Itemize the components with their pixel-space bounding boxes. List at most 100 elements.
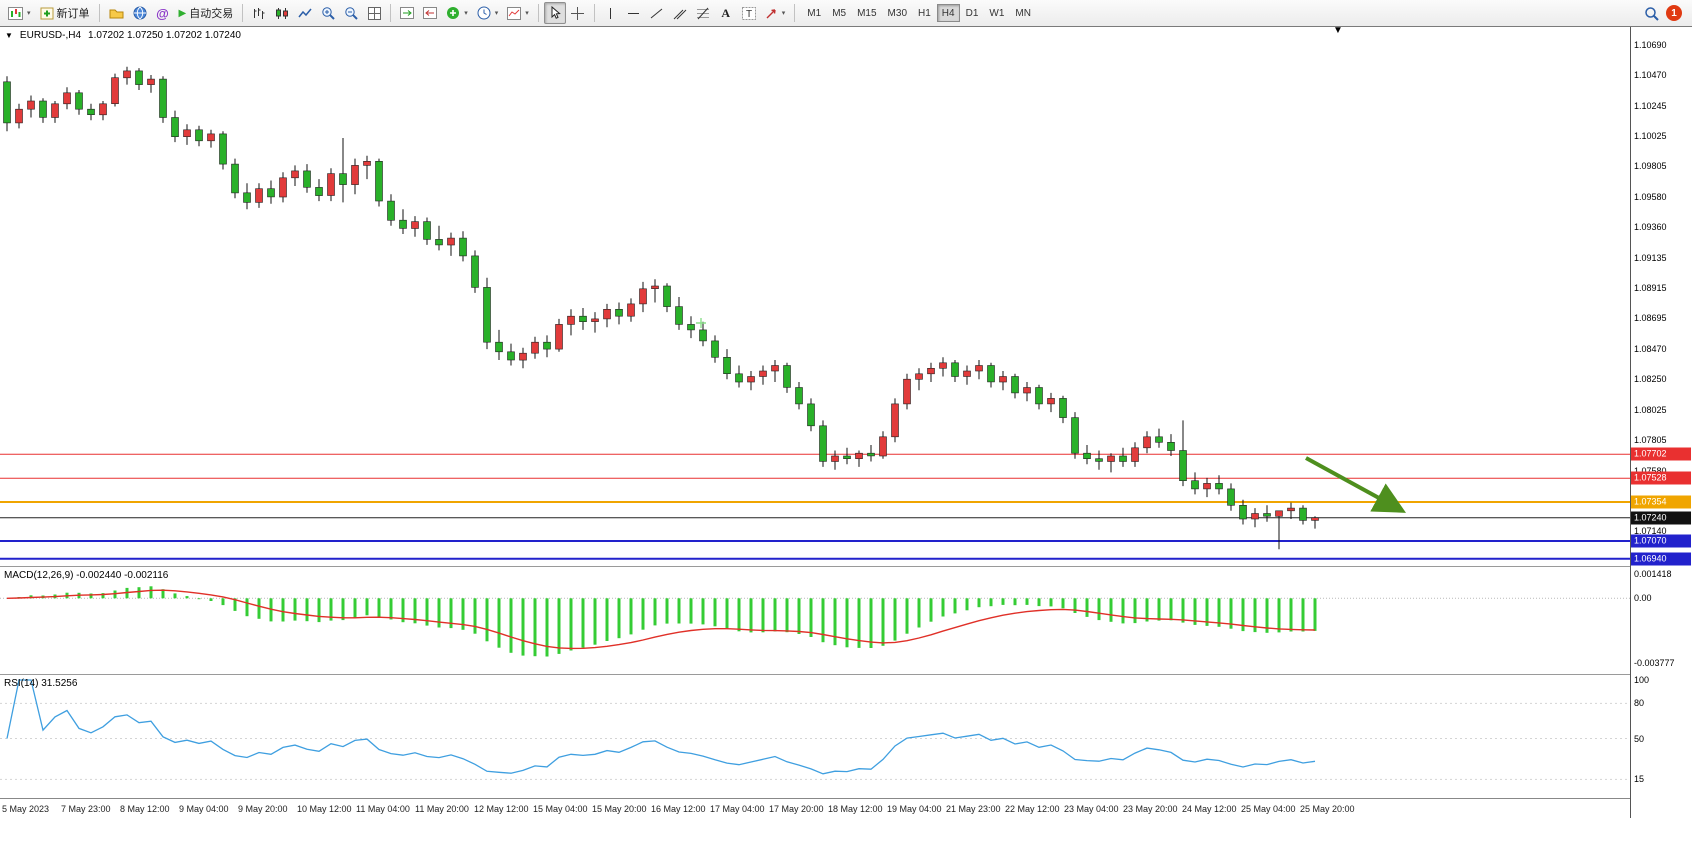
profiles-button[interactable] — [105, 2, 128, 24]
new-order-label: 新订单 — [56, 8, 90, 20]
rsi-panel[interactable]: RSI(14) 31.5256 — [0, 676, 1630, 799]
price-chart-panel[interactable]: ▼ EURUSD-,H4 1.07202 1.07250 1.07202 1.0… — [0, 27, 1630, 567]
time-axis[interactable]: 5 May 2023 7 May 23:00 8 May 12:00 9 May 04… — [0, 800, 1630, 818]
time-axis-label: 25 May 20:00 — [1300, 804, 1355, 814]
bar-chart-button[interactable] — [248, 2, 270, 24]
candlestick-chart-button[interactable] — [271, 2, 293, 24]
macd-panel[interactable]: MACD(12,26,9) -0.002440 -0.002116 — [0, 568, 1630, 675]
globe-icon — [133, 6, 147, 20]
time-axis-label: 22 May 12:00 — [1005, 804, 1060, 814]
toolbar-separator — [242, 4, 244, 22]
time-axis-label: 9 May 04:00 — [179, 804, 229, 814]
template-icon — [507, 6, 522, 20]
timeframe-m30-button[interactable]: M30 — [887, 7, 907, 19]
time-axis-label: 9 May 20:00 — [238, 804, 288, 814]
timeframe-mn-button[interactable]: MN — [1015, 7, 1031, 19]
time-axis-label: 12 May 12:00 — [474, 804, 529, 814]
line-chart-button[interactable] — [294, 2, 316, 24]
tile-windows-button[interactable] — [363, 2, 385, 24]
chart-shift-icon — [423, 7, 438, 19]
time-axis-label: 8 May 12:00 — [120, 804, 170, 814]
time-axis-label: 17 May 20:00 — [769, 804, 824, 814]
timeframe-m5-button[interactable]: M5 — [832, 7, 847, 19]
notification-badge[interactable]: 1 — [1666, 5, 1682, 21]
timeframe-w1-button[interactable]: W1 — [989, 7, 1005, 19]
time-axis-label: 15 May 04:00 — [533, 804, 588, 814]
new-order-button[interactable]: 新订单 — [36, 2, 94, 24]
indicators-button[interactable]: ▾ — [442, 2, 472, 24]
zoom-out-icon — [345, 7, 358, 20]
vertical-line-button[interactable] — [600, 2, 622, 24]
search-button[interactable] — [1640, 2, 1663, 24]
chart-shift-button[interactable] — [419, 2, 441, 24]
dropdown-caret-icon: ▾ — [525, 10, 529, 17]
equidistant-channel-button[interactable] — [669, 2, 691, 24]
horizontal-line-button[interactable] — [623, 2, 645, 24]
axis-label: 1.10245 — [1634, 100, 1667, 111]
community-icon: @ — [156, 5, 169, 21]
auto-trading-button[interactable]: ▶ 自动交易 — [175, 2, 238, 24]
axis-label: 0.00 — [1634, 593, 1652, 604]
chart-marker-icon: ▼ — [1333, 27, 1343, 36]
arrows-button[interactable]: ▾ — [761, 2, 790, 24]
market-watch-button[interactable] — [129, 2, 151, 24]
clock-icon — [477, 6, 491, 20]
price-line-badge: 1.07528 — [1631, 471, 1691, 485]
horizontal-line-icon — [628, 12, 640, 14]
price-axis[interactable]: 1.10690 1.10470 1.10245 1.10025 1.09805 1.095… — [1630, 27, 1692, 818]
axis-label: 1.10470 — [1634, 69, 1667, 80]
timeframe-m15-button[interactable]: M15 — [857, 7, 877, 19]
time-axis-label: 11 May 04:00 — [356, 804, 410, 814]
indicators-plus-icon — [447, 7, 460, 19]
toolbar: ▾ 新订单 @ ▶ 自动交易 — [0, 0, 1692, 27]
timeframe-h4-button[interactable]: H4 — [936, 4, 960, 22]
price-line-badge: 1.07240 — [1631, 511, 1691, 525]
time-axis-label: 23 May 20:00 — [1123, 804, 1178, 814]
time-axis-label: 25 May 04:00 — [1241, 804, 1296, 814]
timeframe-d1-button[interactable]: D1 — [965, 7, 979, 19]
time-axis-label: 15 May 20:00 — [592, 804, 647, 814]
timeframe-h1-button[interactable]: H1 — [918, 7, 931, 19]
label-button[interactable]: T — [738, 2, 760, 24]
crosshair-button[interactable] — [567, 2, 589, 24]
time-axis-label: 11 May 20:00 — [415, 804, 469, 814]
periods-button[interactable]: ▾ — [473, 2, 503, 24]
axis-label: 100 — [1634, 675, 1650, 685]
new-order-icon — [40, 7, 54, 19]
zoom-in-button[interactable] — [317, 2, 339, 24]
text-button[interactable]: A — [715, 2, 737, 24]
svg-text:T: T — [746, 9, 752, 20]
templates-button[interactable]: ▾ — [503, 2, 533, 24]
axis-label: 1.09580 — [1634, 191, 1667, 202]
new-chart-button[interactable]: ▾ — [4, 2, 35, 24]
price-line-badge: 1.06940 — [1631, 552, 1691, 566]
arrow-object-icon — [766, 8, 776, 18]
community-button[interactable]: @ — [152, 2, 174, 24]
toolbar-separator — [537, 4, 539, 22]
axis-label: 1.07140 — [1634, 526, 1667, 537]
tile-windows-icon — [367, 6, 381, 20]
cursor-button[interactable] — [543, 2, 566, 24]
timeframe-m1-button[interactable]: M1 — [807, 7, 822, 19]
time-axis-label: 7 May 23:00 — [61, 804, 111, 814]
symbol-period-label: EURUSD-,H4 — [19, 30, 82, 41]
zoom-out-button[interactable] — [340, 2, 362, 24]
fibonacci-icon — [696, 7, 709, 19]
trendline-button[interactable] — [646, 2, 668, 24]
axis-label: 1.08470 — [1634, 344, 1667, 355]
fibonacci-button[interactable] — [692, 2, 714, 24]
new-chart-icon — [8, 6, 23, 20]
trendline-icon — [650, 8, 663, 18]
channel-icon — [673, 9, 687, 19]
dropdown-caret-icon: ▾ — [494, 10, 499, 17]
axis-label: 1.08250 — [1634, 374, 1667, 385]
time-axis-label: 10 May 12:00 — [297, 804, 352, 814]
dropdown-caret-icon: ▾ — [781, 10, 786, 17]
toolbar-separator — [98, 4, 100, 22]
auto-scroll-button[interactable] — [396, 2, 418, 24]
dropdown-caret-icon: ▾ — [464, 10, 468, 17]
candlestick-chart — [0, 66, 1630, 560]
axis-label: 1.08025 — [1634, 405, 1667, 416]
price-line-badge: 1.07070 — [1631, 534, 1691, 548]
zoom-in-icon — [322, 7, 335, 20]
